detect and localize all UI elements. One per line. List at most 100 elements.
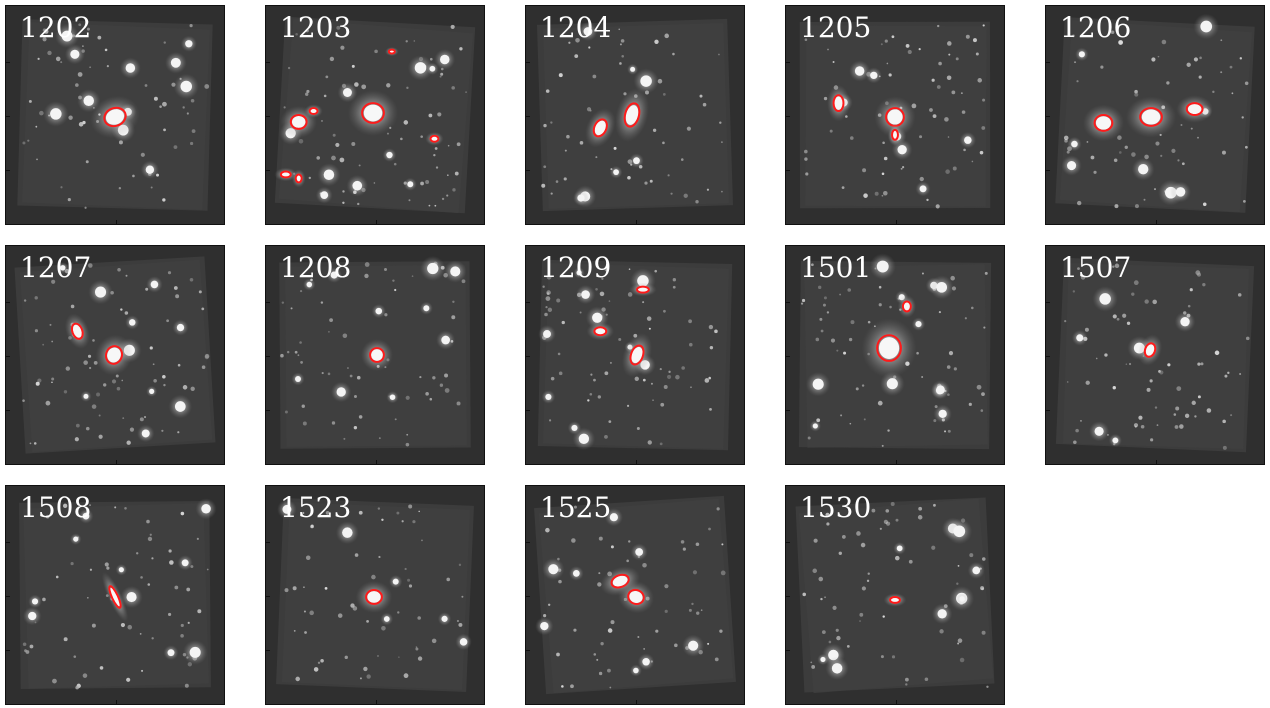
source (28, 99, 32, 103)
y-tick (786, 650, 790, 651)
source (173, 145, 178, 149)
source (342, 201, 345, 204)
source (1140, 424, 1145, 429)
source (975, 52, 979, 56)
source (610, 620, 615, 625)
bright-source (375, 307, 383, 315)
y-tick (266, 170, 270, 171)
source (1131, 152, 1136, 157)
source (74, 437, 79, 442)
source (660, 402, 665, 407)
source (149, 533, 152, 536)
source (936, 85, 941, 89)
source (91, 623, 96, 628)
source (301, 404, 305, 408)
source (125, 274, 128, 277)
source (140, 576, 143, 579)
source (688, 319, 692, 324)
source (444, 373, 449, 378)
target-galaxy (72, 324, 82, 338)
source (888, 73, 892, 77)
red-ellipse-marker (103, 106, 127, 128)
source (384, 267, 387, 271)
source (951, 90, 956, 95)
x-tick (1156, 220, 1157, 224)
source (398, 656, 400, 658)
source (378, 437, 381, 440)
source (425, 180, 430, 184)
y-tick (1046, 116, 1050, 117)
source (841, 535, 846, 539)
source (1110, 30, 1115, 35)
target-galaxy (629, 590, 643, 603)
source (690, 386, 692, 389)
bright-source (323, 169, 335, 181)
bright-source (812, 378, 824, 390)
source (982, 557, 986, 561)
source (969, 553, 974, 558)
source (1119, 151, 1122, 154)
source (89, 66, 92, 69)
source (1128, 362, 1132, 366)
source (557, 352, 561, 356)
source (29, 644, 34, 649)
x-tick (376, 460, 377, 464)
source (317, 661, 321, 664)
bright-source (897, 145, 907, 155)
source (642, 562, 647, 568)
x-tick (376, 220, 377, 224)
source (982, 24, 985, 27)
source (353, 395, 357, 399)
y-tick (526, 410, 530, 411)
source (446, 577, 451, 582)
source (648, 327, 651, 330)
source (939, 629, 944, 634)
source (450, 24, 455, 29)
source (166, 319, 170, 323)
source (804, 157, 808, 161)
y-tick (6, 596, 10, 597)
source (573, 505, 577, 509)
source (1076, 80, 1079, 83)
source (198, 290, 202, 294)
source (1085, 380, 1090, 385)
source (861, 586, 866, 591)
source (812, 568, 818, 574)
y-tick (266, 62, 270, 63)
source (948, 351, 954, 356)
bright-source (150, 280, 159, 289)
source (420, 181, 424, 186)
source (1180, 124, 1183, 126)
source (37, 57, 40, 60)
source (874, 191, 879, 196)
source (180, 634, 184, 638)
source (1150, 438, 1154, 442)
y-tick (266, 116, 270, 117)
source (1159, 370, 1164, 375)
source (458, 563, 462, 567)
source (393, 162, 397, 166)
source (965, 34, 970, 39)
source (924, 677, 929, 682)
source (321, 120, 323, 122)
source (303, 610, 306, 613)
red-ellipse-marker (70, 322, 84, 340)
source (881, 444, 884, 447)
image-panel-1508: 1508 (5, 485, 225, 705)
source (545, 296, 551, 301)
source (175, 294, 180, 299)
source (420, 135, 423, 138)
panel-label: 1207 (20, 251, 92, 284)
source (182, 106, 185, 109)
source (310, 524, 314, 529)
source (652, 128, 657, 132)
source (807, 436, 811, 440)
source (1138, 415, 1143, 420)
source (1149, 379, 1153, 383)
source (953, 367, 957, 371)
source (921, 376, 924, 378)
source (1086, 141, 1089, 143)
source (89, 504, 91, 507)
target-galaxy (595, 327, 606, 335)
bright-source (1076, 334, 1084, 342)
